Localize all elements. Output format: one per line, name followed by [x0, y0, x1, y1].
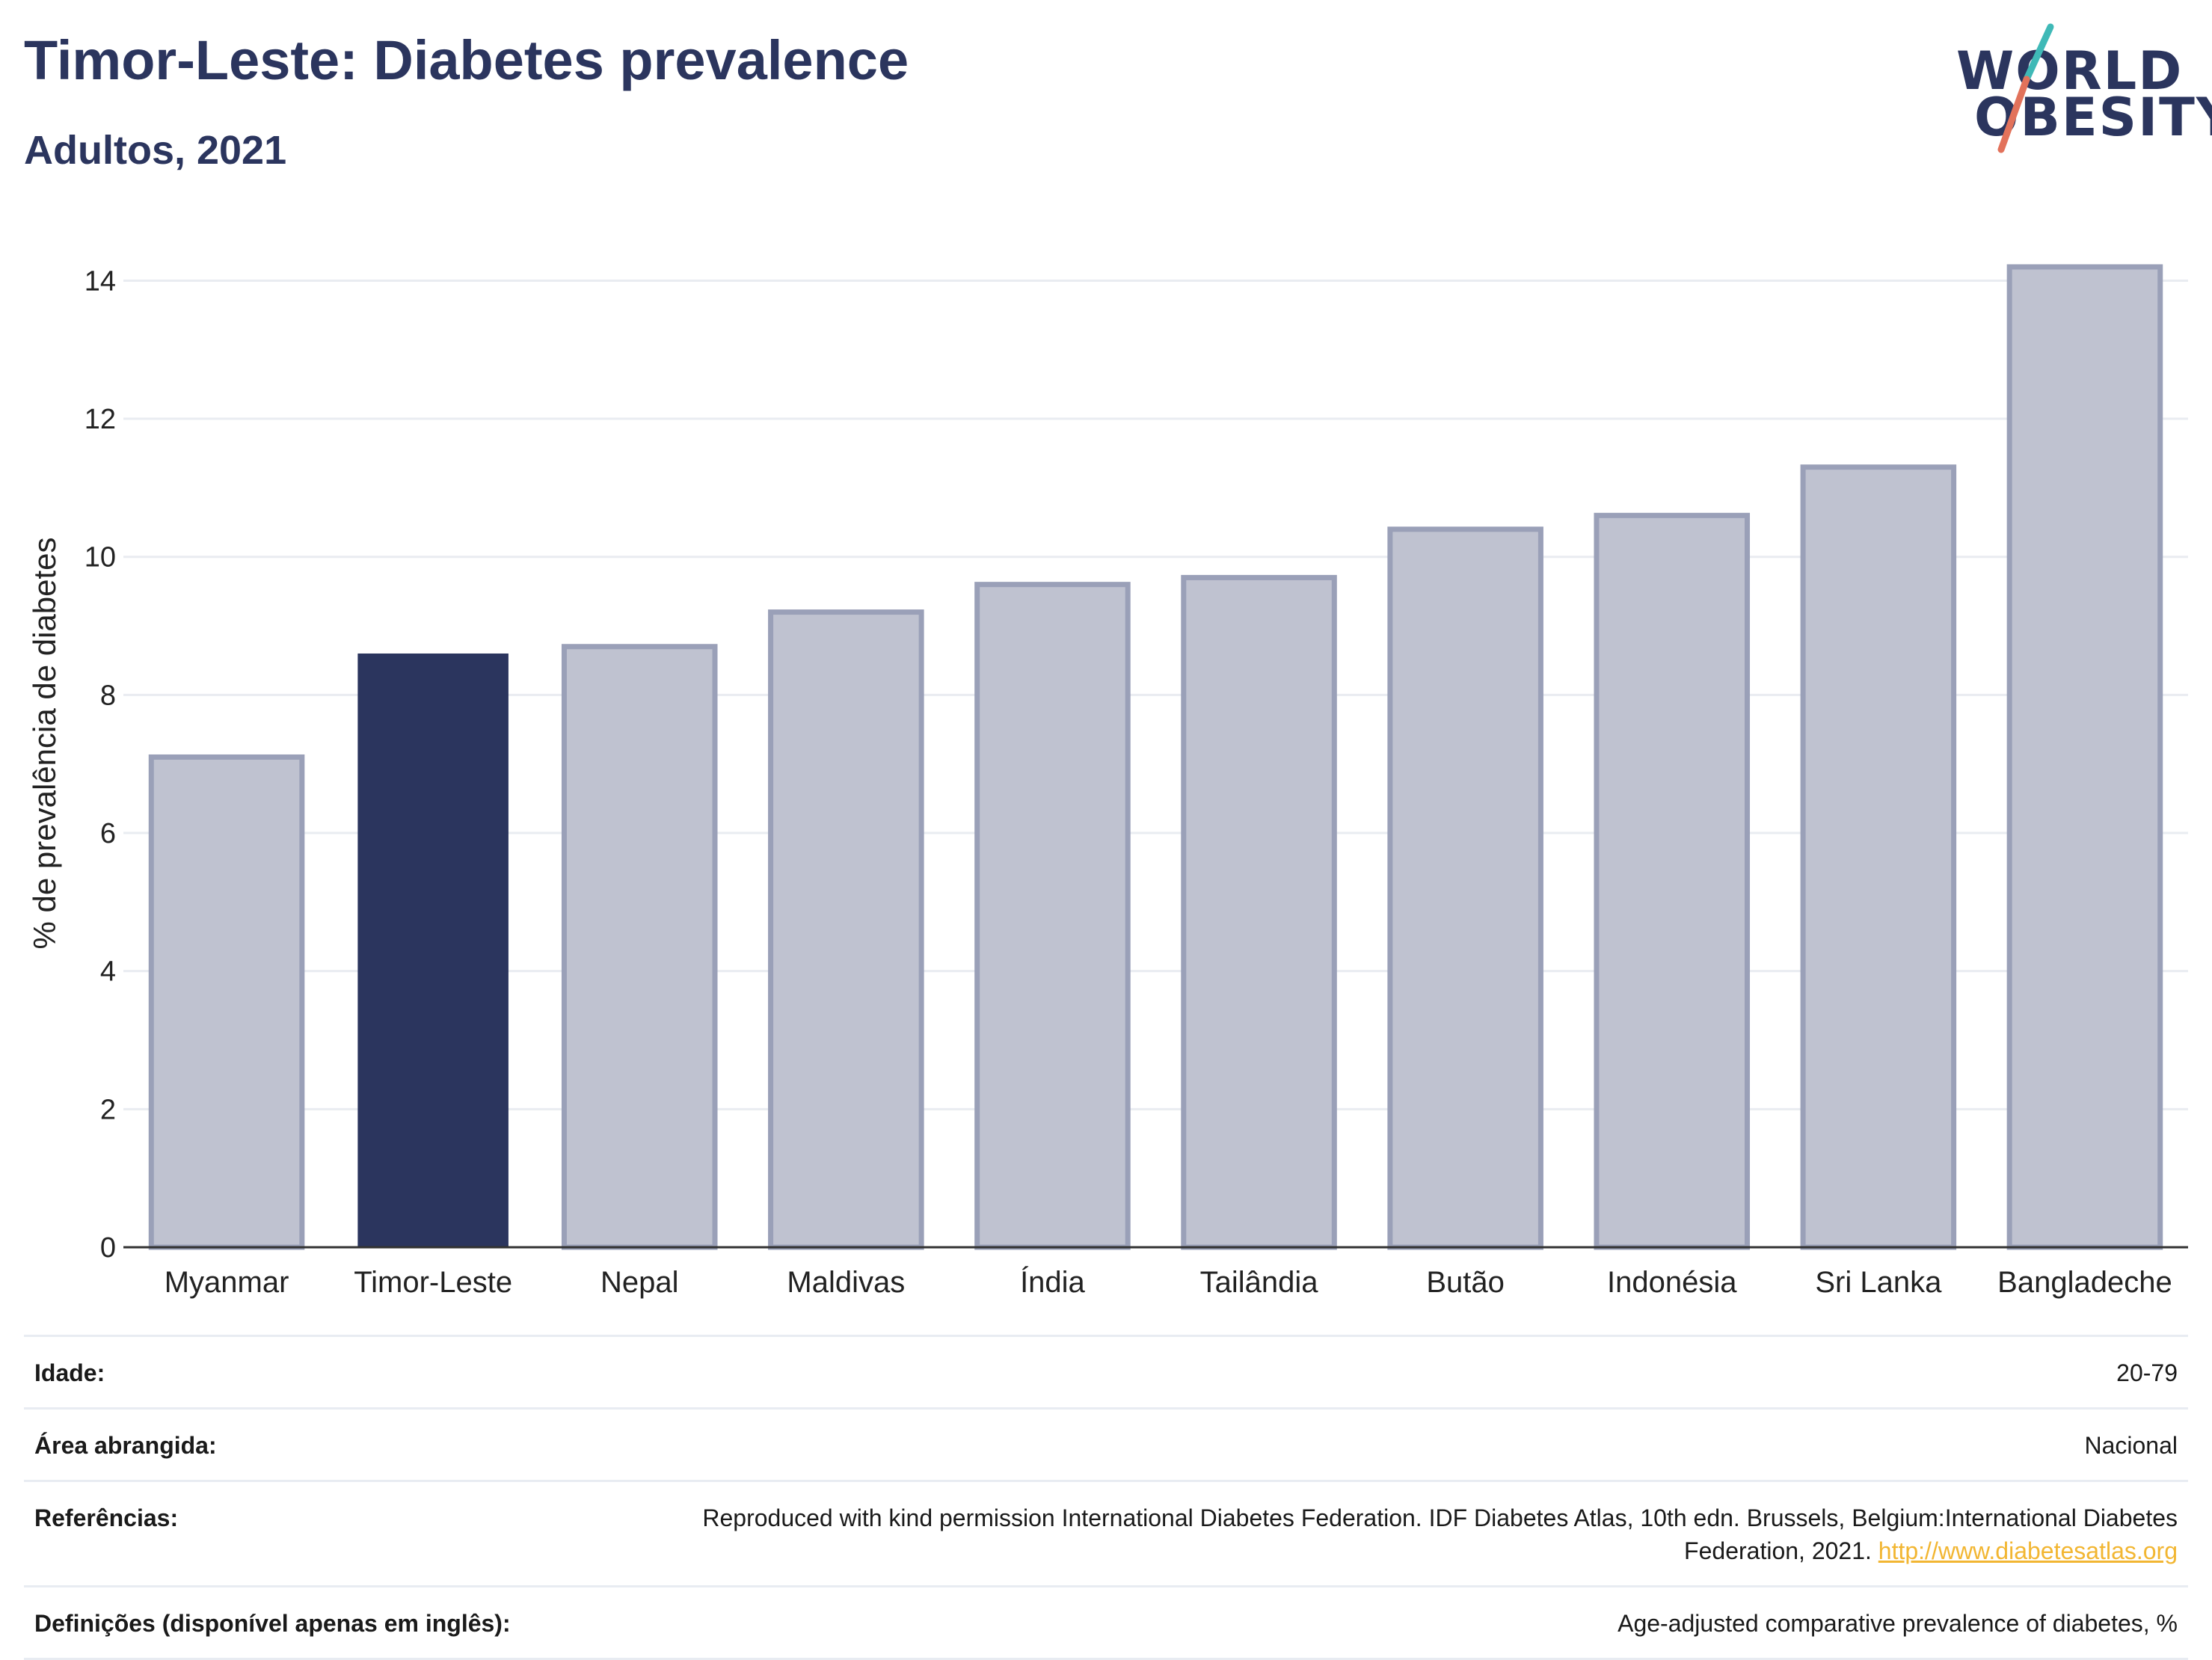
- info-table: Idade: 20-79 Área abrangida: Nacional Re…: [24, 1335, 2188, 1660]
- logo-line-1: WORLD: [1956, 40, 2184, 102]
- y-tick-label: 14: [85, 265, 116, 297]
- bar: [2006, 264, 2163, 1250]
- bar: [974, 582, 1131, 1250]
- x-tick-label: Maldivas: [787, 1266, 905, 1299]
- bar: [561, 644, 718, 1250]
- x-tick-label: Timor-Leste: [354, 1266, 512, 1299]
- x-tick-label: Indonésia: [1607, 1266, 1737, 1299]
- bar: [357, 653, 509, 1247]
- info-label: Área abrangida:: [34, 1432, 217, 1459]
- bar: [1181, 574, 1337, 1250]
- info-row-age: Idade: 20-79: [24, 1337, 2188, 1410]
- y-tick-label: 4: [100, 956, 116, 988]
- info-row-definitions: Definições (disponível apenas em inglês)…: [24, 1587, 2188, 1660]
- y-axis-label: % de prevalência de diabetes: [27, 537, 62, 949]
- x-tick-label: Bangladeche: [1997, 1266, 2172, 1299]
- info-row-area: Área abrangida: Nacional: [24, 1410, 2188, 1482]
- reference-text: Reproduced with kind permission Internat…: [702, 1504, 2178, 1564]
- info-label: Idade:: [34, 1359, 105, 1386]
- x-tick-label: Butão: [1426, 1266, 1505, 1299]
- info-value: Age-adjusted comparative prevalence of d…: [1617, 1610, 2178, 1637]
- world-obesity-logo[interactable]: WORLD OBESITY: [1952, 21, 2212, 156]
- y-tick-label: 6: [100, 818, 116, 849]
- reference-link[interactable]: http://www.diabetesatlas.org: [1878, 1537, 2178, 1564]
- x-tick-label: Sri Lanka: [1815, 1266, 1942, 1299]
- info-label: Definições (disponível apenas em inglês)…: [34, 1610, 511, 1637]
- x-tick-label: Tailândia: [1200, 1266, 1319, 1299]
- logo-slash-icon: [1997, 23, 2054, 153]
- y-tick-label: 10: [85, 542, 116, 574]
- info-value: Reproduced with kind permission Internat…: [622, 1501, 2178, 1567]
- chart-subtitle: Adultos, 2021: [24, 128, 287, 173]
- y-tick-label: 2: [100, 1094, 116, 1125]
- bar: [148, 754, 305, 1250]
- bar: [1387, 526, 1543, 1250]
- y-tick-label: 0: [100, 1232, 116, 1264]
- info-value: Nacional: [2084, 1432, 2178, 1459]
- bar: [1800, 464, 1957, 1250]
- info-label: Referências:: [34, 1504, 179, 1531]
- info-row-references: Referências: Reproduced with kind permis…: [24, 1482, 2188, 1587]
- chart-title: Timor-Leste: Diabetes prevalence: [24, 29, 909, 91]
- y-tick-label: 12: [85, 404, 116, 435]
- y-tick-label: 8: [100, 680, 116, 711]
- x-tick-label: Nepal: [600, 1266, 679, 1299]
- bar-chart: 0 2 4 6 8 10 12 14 % de prevalência de diabetes M…: [27, 264, 2188, 1299]
- x-tick-label: Myanmar: [165, 1266, 289, 1299]
- bar: [768, 609, 924, 1250]
- info-value: 20-79: [2116, 1359, 2178, 1386]
- bar: [1594, 512, 1751, 1250]
- x-tick-label: Índia: [1020, 1265, 1085, 1299]
